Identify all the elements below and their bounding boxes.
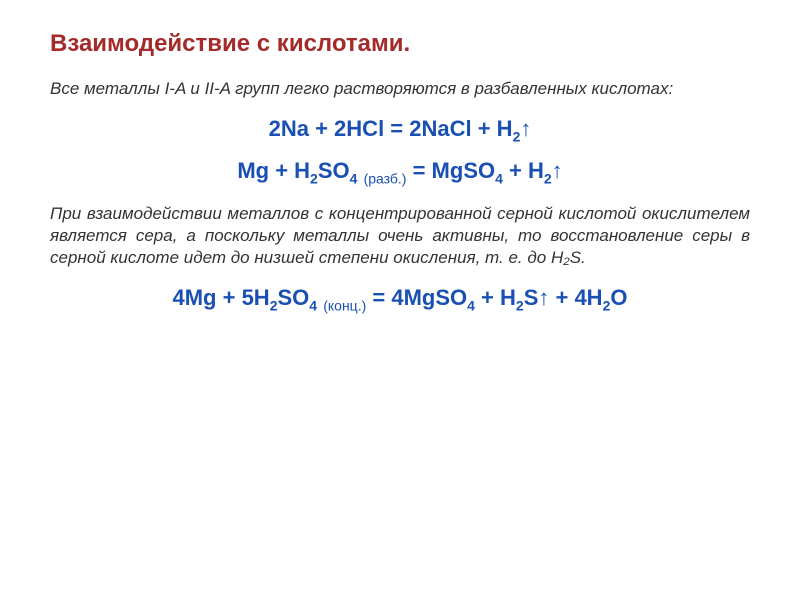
formula-1: 2Na + 2HCl = 2NaCl + H2↑: [50, 116, 750, 144]
slide-container: Взаимодействие с кислотами. Все металлы …: [0, 0, 800, 600]
formula-3: 4Mg + 5H2SO4 (конц.) = 4MgSO4 + H2S↑ + 4…: [50, 285, 750, 313]
formula-2: Mg + H2SO4 (разб.) = MgSO4 + H2↑: [50, 158, 750, 186]
slide-title: Взаимодействие с кислотами.: [50, 30, 750, 58]
paragraph-explanation: При взаимодействии металлов с концентрир…: [50, 203, 750, 269]
paragraph-intro: Все металлы I-A и II-A групп легко раств…: [50, 78, 750, 100]
